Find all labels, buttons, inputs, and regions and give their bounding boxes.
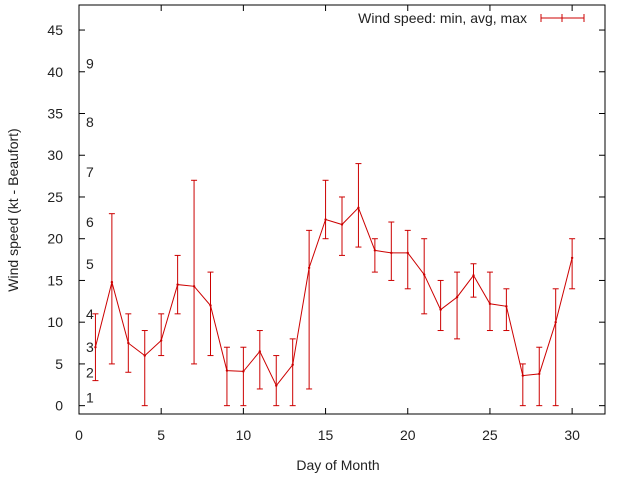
avg-point [340,223,344,226]
plot-frame [78,4,606,415]
avg-point [94,346,97,349]
avg-point [110,280,114,284]
avg-point [390,251,393,255]
avg-point [439,308,442,311]
avg-point [357,206,360,210]
avg-point [143,354,146,357]
beaufort-label: 1 [86,389,94,405]
x-tick-label: 20 [400,427,416,443]
avg-point [209,304,212,307]
avg-point [455,295,459,299]
y-tick-label: 25 [47,189,63,205]
avg-point [472,274,475,277]
x-tick-label: 0 [75,427,83,443]
avg-point [406,251,409,255]
avg-point [291,363,294,366]
beaufort-label: 5 [86,256,94,272]
y-tick-label: 20 [47,231,63,247]
avg-point [275,384,278,387]
x-tick-label: 10 [236,427,252,443]
avg-line [94,206,573,387]
beaufort-label: 7 [86,164,94,180]
y-tick-label: 15 [47,272,63,288]
avg-point [242,370,245,373]
x-tick-label: 25 [482,427,498,443]
y-tick-label: 30 [47,147,63,163]
avg-point [176,283,179,286]
avg-point [570,256,574,260]
x-tick-label: 5 [157,427,165,443]
beaufort-label: 2 [86,364,94,380]
avg-point [225,369,229,372]
beaufort-label: 8 [86,114,94,130]
y-axis-title: Wind speed (kt - Beaufort) [5,128,21,291]
avg-point [505,305,508,308]
legend: Wind speed: min, avg, max [358,10,585,26]
beaufort-scale: 1 2 3 4 5 6 7 8 9 [86,55,94,405]
avg-point [554,320,557,324]
beaufort-label: 9 [86,55,94,71]
avg-point [127,341,130,345]
avg-point [422,273,426,276]
legend-label: Wind speed: min, avg, max [358,10,527,26]
avg-point [488,302,492,306]
beaufort-label: 4 [86,306,94,322]
y-tick-label: 35 [47,106,63,122]
beaufort-label: 6 [86,214,94,230]
avg-point [373,249,377,252]
avg-point [159,339,163,342]
series-layer [92,163,576,407]
y-tick-label: 40 [47,64,63,80]
avg-point [258,350,262,353]
y-tick-label: 5 [55,356,63,372]
avg-point [521,374,525,377]
x-tick-label: 30 [564,427,580,443]
x-axis-title: Day of Month [296,457,379,473]
x-tick-label: 15 [318,427,334,443]
y-tick-label: 45 [47,22,63,38]
avg-point [307,266,311,270]
y-tick-label: 10 [47,314,63,330]
y-tick-label: 0 [55,398,63,414]
avg-point [538,372,541,376]
beaufort-label: 3 [86,339,94,355]
avg-point [192,285,196,288]
avg-point [324,218,327,221]
